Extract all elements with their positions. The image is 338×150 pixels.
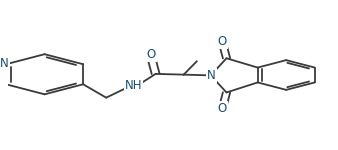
Text: N: N <box>207 69 216 82</box>
Text: O: O <box>218 35 227 48</box>
Text: O: O <box>218 102 227 115</box>
Text: O: O <box>146 48 156 61</box>
Text: N: N <box>0 57 9 70</box>
Text: NH: NH <box>125 79 142 92</box>
